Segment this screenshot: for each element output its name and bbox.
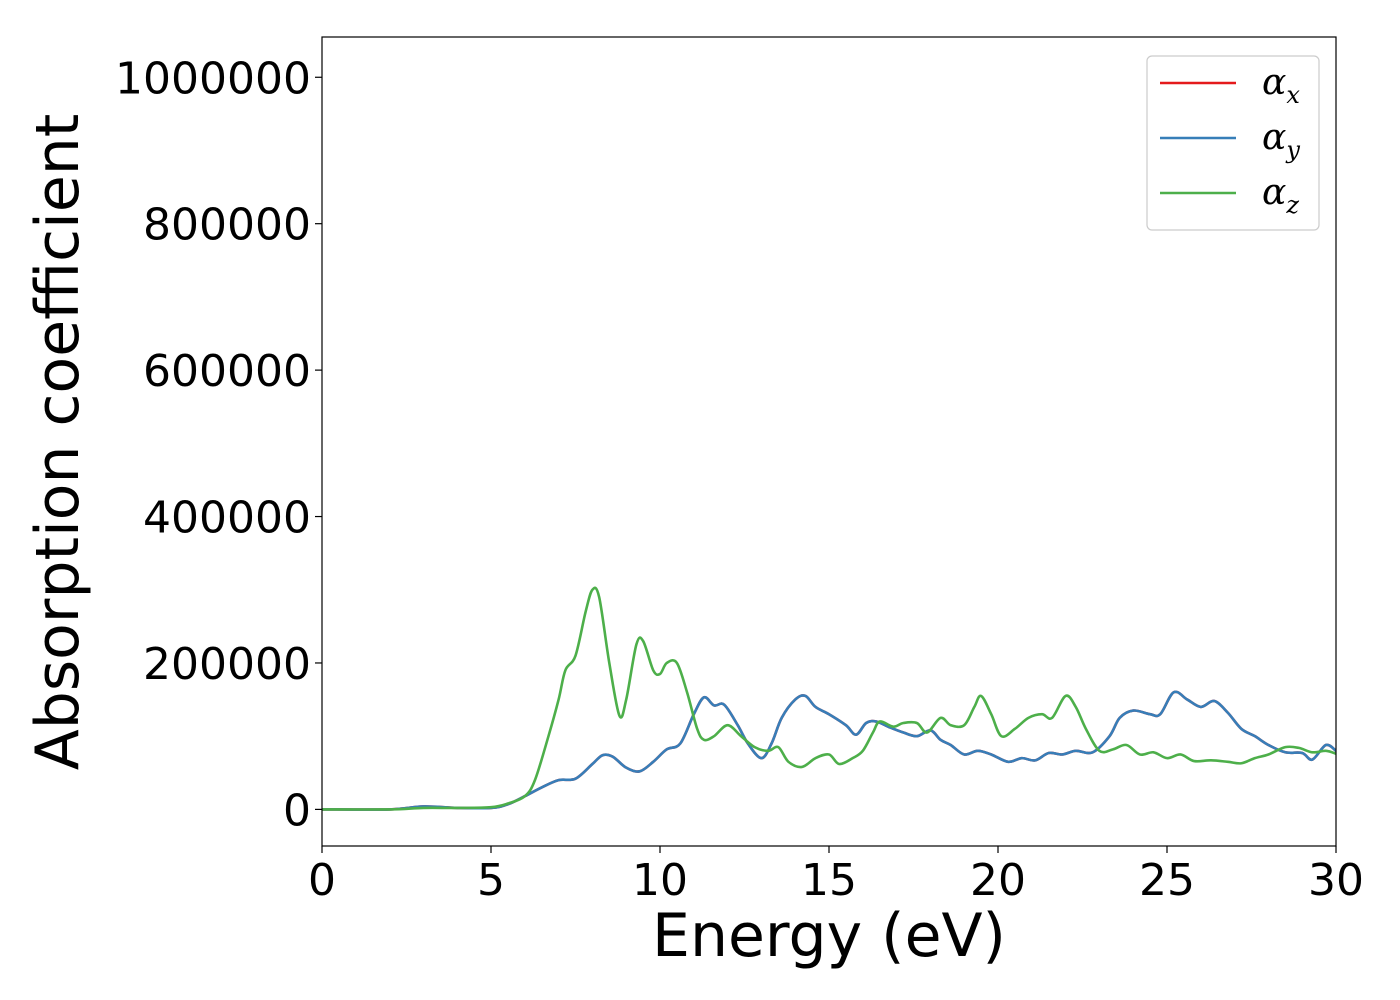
axes: 0 5 10 15 20 25 30 0 200000 400000 600000 800000 100… (115, 36, 1364, 906)
y-tick-label: 800000 (143, 200, 311, 251)
series-line-z (322, 586, 1336, 811)
legend-label-z: αz (1262, 172, 1299, 219)
y-axis-title: Absorption coefficient (23, 114, 93, 771)
legend-label-y: αy (1262, 117, 1300, 164)
legend: αx αy αz (1146, 55, 1320, 231)
y-tick-label: 0 (283, 785, 311, 836)
x-tick-label: 10 (632, 855, 688, 906)
x-tick-label: 25 (1139, 855, 1195, 906)
y-tick-label: 400000 (143, 493, 311, 544)
y-tick-label: 1000000 (115, 53, 311, 104)
legend-label-x: αx (1262, 62, 1300, 109)
legend-box (1146, 55, 1320, 231)
x-tick-label: 30 (1308, 855, 1364, 906)
y-tick-label: 200000 (143, 639, 311, 690)
series-line-x (322, 690, 1336, 811)
plot-area (322, 586, 1336, 811)
y-tick-label: 600000 (143, 346, 311, 397)
x-tick-label: 0 (308, 855, 336, 906)
x-tick-label: 20 (970, 855, 1026, 906)
x-axis-title: Energy (eV) (652, 901, 1006, 971)
x-tick-label: 5 (477, 855, 505, 906)
x-tick-label: 15 (801, 855, 857, 906)
series-line-y (322, 690, 1336, 811)
